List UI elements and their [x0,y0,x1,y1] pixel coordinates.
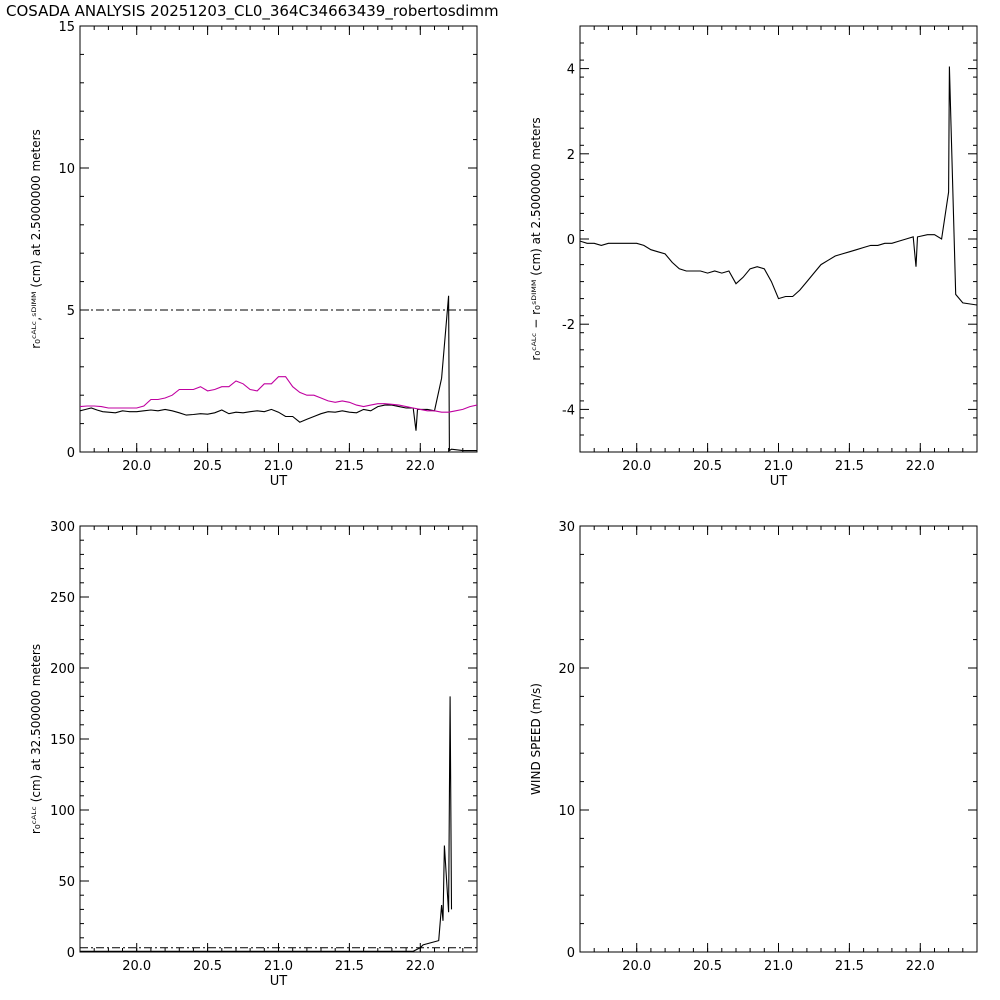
x-tick-label: 20.0 [122,959,151,974]
y-tick-label: 100 [50,804,75,819]
x-axis-label: UT [270,974,288,989]
x-tick-label: 20.5 [693,959,722,974]
panel-bottom-left: 20.0 20.5 21.0 21.5 22.0 0 50 100 150 200 250 300 UT… [29,520,478,989]
series-line-0 [80,696,453,952]
x-tick-label: 22.0 [906,959,935,974]
y-axis-label: r₀ᶜᴬᴸᶜ,ˢᴰᴵᴹᴹ (cm) at 2.5000000 meters [29,129,43,349]
y-tick-label: 15 [58,20,75,35]
x-tick-label: 20.0 [622,959,651,974]
x-tick-label: 20.0 [622,459,651,474]
x-axis-label: UT [770,474,788,489]
axes: 20.0 20.5 21.0 21.5 22.0 0 5 10 15 UT r₀ᶜᴬᴸᶜ,ˢᴰᴵᴹᴹ… [29,20,478,489]
y-tick-label: 2 [567,148,575,163]
panel-top-right: 20.0 20.5 21.0 21.5 22.0 -4 -2 0 2 4 UT r₀ᶜᴬᴸᶜ − r₀… [529,25,978,489]
y-tick-label: 0 [567,233,575,248]
series-line-0 [580,66,977,306]
y-tick-label: 300 [50,520,75,535]
panel-top-left: 20.0 20.5 21.0 21.5 22.0 0 5 10 15 UT r₀ᶜᴬᴸᶜ,ˢᴰᴵᴹᴹ… [29,20,478,489]
x-axis-label: UT [270,474,288,489]
y-axis-label: WIND SPEED (m/s) [529,683,543,795]
y-axis-label: r₀ᶜᴬᴸᶜ (cm) at 32.500000 meters [29,644,43,834]
y-tick-label: 10 [558,804,575,819]
figure-title: COSADA ANALYSIS 20251203_CL0_364C3466343… [6,2,499,20]
plot-frame [579,525,978,953]
x-tick-label: 20.5 [193,959,222,974]
y-tick-label: 200 [50,662,75,677]
axes: 20.0 20.5 21.0 21.5 22.0 0 10 20 30 WIND SPEED (m… [529,520,978,974]
x-tick-label: 21.0 [264,959,293,974]
plot-area [80,696,477,952]
x-tick-label: 21.5 [335,459,364,474]
x-tick-label: 21.0 [764,459,793,474]
plot-area [80,295,477,452]
y-tick-label: 150 [50,733,75,748]
x-tick-label: 20.0 [122,459,151,474]
y-tick-label: 5 [67,304,75,319]
x-tick-label: 21.0 [764,959,793,974]
x-tick-label: 21.5 [835,459,864,474]
y-tick-label: 10 [58,162,75,177]
x-tick-label: 22.0 [406,959,435,974]
plot-frame [79,525,478,953]
panel-bottom-right: 20.0 20.5 21.0 21.5 22.0 0 10 20 30 WIND SPEED (m… [529,520,978,974]
x-tick-label: 20.5 [193,459,222,474]
x-tick-label: 21.5 [835,959,864,974]
x-tick-label: 22.0 [906,459,935,474]
y-tick-label: -2 [562,318,575,333]
y-tick-label: 250 [50,591,75,606]
series-line-1 [80,376,477,413]
x-tick-label: 20.5 [693,459,722,474]
x-tick-label: 21.5 [335,959,364,974]
y-tick-label: -4 [562,403,575,418]
y-tick-label: 30 [558,520,575,535]
y-tick-label: 20 [558,662,575,677]
axes: 20.0 20.5 21.0 21.5 22.0 -4 -2 0 2 4 UT r₀ᶜᴬᴸᶜ − r₀… [529,25,978,489]
plot-area [580,66,977,306]
plot-frame [79,25,478,453]
y-tick-label: 50 [58,875,75,890]
y-tick-label: 0 [67,946,75,961]
axes: 20.0 20.5 21.0 21.5 22.0 0 50 100 150 200 250 300 UT… [29,520,478,989]
y-tick-label: 0 [67,446,75,461]
x-tick-label: 22.0 [406,459,435,474]
y-tick-label: 0 [567,946,575,961]
y-axis-label: r₀ᶜᴬᴸᶜ − r₀ˢᴰᴵᴹᴹ (cm) at 2.5000000 meter… [529,117,543,360]
series-line-0 [80,295,477,452]
x-tick-label: 21.0 [264,459,293,474]
y-tick-label: 4 [567,63,575,78]
